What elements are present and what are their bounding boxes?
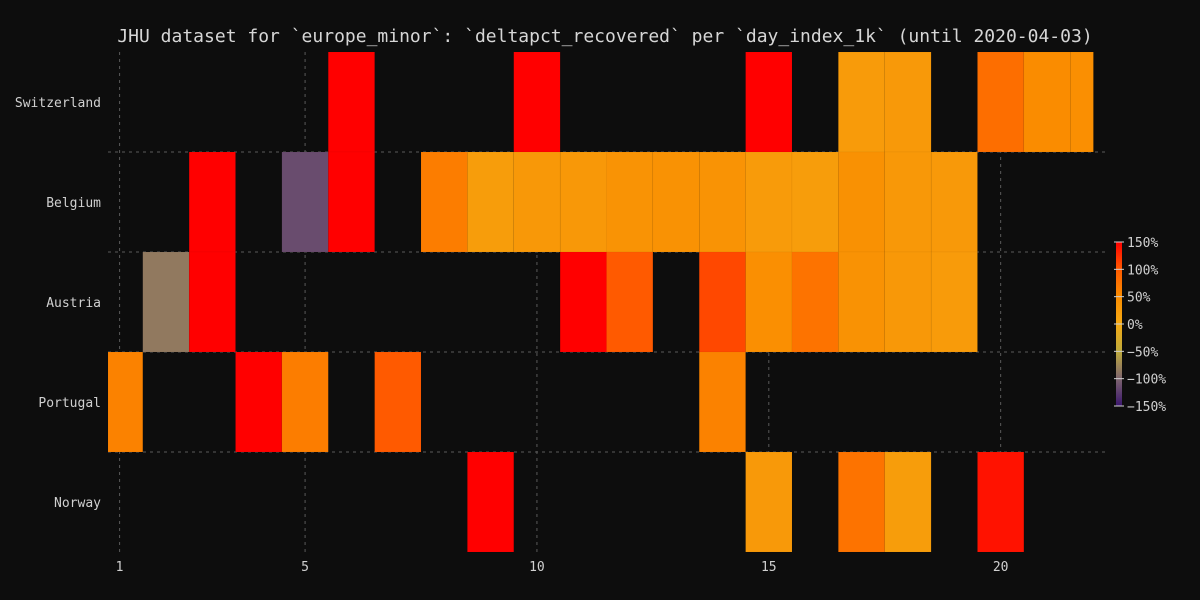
x-tick-label: 15: [761, 560, 777, 575]
heatmap-cell: [977, 451, 1025, 553]
heatmap-cell: [698, 251, 746, 353]
y-tick-label: Switzerland: [15, 96, 101, 111]
y-axis: Switzerland Belgium Austria Portugal Norway: [15, 96, 101, 511]
heatmap-cell: [188, 151, 236, 253]
heatmap-cell: [467, 151, 515, 253]
x-axis: 1 5 10 15 20: [116, 560, 1009, 575]
colorbar-tick-label: 150%: [1127, 236, 1158, 251]
heatmap-cell: [884, 151, 932, 253]
heatmap-cell: [281, 151, 329, 253]
y-tick-label: Norway: [54, 496, 101, 511]
heatmap-cell: [513, 151, 561, 253]
heatmap-cell: [838, 251, 885, 353]
x-tick-label: 10: [529, 560, 545, 575]
heatmap-cell: [838, 51, 885, 153]
heatmap-cell: [606, 151, 654, 253]
heatmap-cell: [652, 151, 700, 253]
y-tick-label: Austria: [46, 296, 101, 311]
heatmap-cell: [791, 151, 839, 253]
heatmap-cell: [884, 451, 932, 553]
heatmap-cell: [1069, 51, 1094, 153]
heatmap-cell: [420, 151, 468, 253]
heatmap-cell: [328, 151, 375, 253]
colorbar-tick-label: 0%: [1127, 318, 1143, 333]
heatmap-cell: [930, 151, 978, 253]
heatmap-cell: [838, 151, 885, 253]
x-tick-label: 1: [116, 560, 124, 575]
heatmap-cell: [235, 351, 283, 453]
chart-title: JHU dataset for `europe_minor`: `deltapc…: [117, 26, 1092, 47]
heatmap-cell: [884, 251, 932, 353]
heatmap-cell: [281, 351, 329, 453]
y-tick-label: Belgium: [46, 196, 101, 211]
heatmap-cell: [977, 51, 1025, 153]
heatmap-cell: [188, 251, 236, 353]
x-tick-label: 20: [993, 560, 1009, 575]
heatmap-cell: [513, 51, 561, 153]
heatmap-cell: [606, 251, 654, 353]
heatmap-cell: [838, 451, 885, 553]
heatmap-cells: [107, 51, 1094, 553]
heatmap-cell: [1023, 51, 1071, 153]
heatmap-cell: [884, 51, 932, 153]
colorbar-tick-label: 50%: [1127, 291, 1151, 306]
heatmap-cell: [559, 151, 607, 253]
heatmap-cell: [745, 51, 793, 153]
heatmap-cell: [745, 151, 793, 253]
colorbar-tick-label: −150%: [1127, 400, 1166, 415]
heatmap-cell: [698, 151, 746, 253]
heatmap-cell: [142, 251, 190, 353]
heatmap-cell: [745, 451, 793, 553]
heatmap-cell: [559, 251, 607, 353]
colorbar-tick-label: −50%: [1127, 345, 1158, 360]
colorbar-tick-label: −100%: [1127, 373, 1166, 388]
colorbar: 150% 100% 50% 0% −50% −100% −150%: [1114, 236, 1166, 415]
colorbar-tick-label: 100%: [1127, 263, 1158, 278]
heatmap-cell: [328, 51, 375, 153]
heatmap-cell: [698, 351, 746, 453]
x-tick-label: 5: [301, 560, 309, 575]
heatmap-cell: [930, 251, 978, 353]
heatmap-cell: [107, 351, 144, 453]
heatmap-cell: [374, 351, 422, 453]
heatmap-cell: [467, 451, 515, 553]
heatmap-cell: [791, 251, 839, 353]
y-tick-label: Portugal: [38, 396, 101, 411]
heatmap-cell: [745, 251, 793, 353]
